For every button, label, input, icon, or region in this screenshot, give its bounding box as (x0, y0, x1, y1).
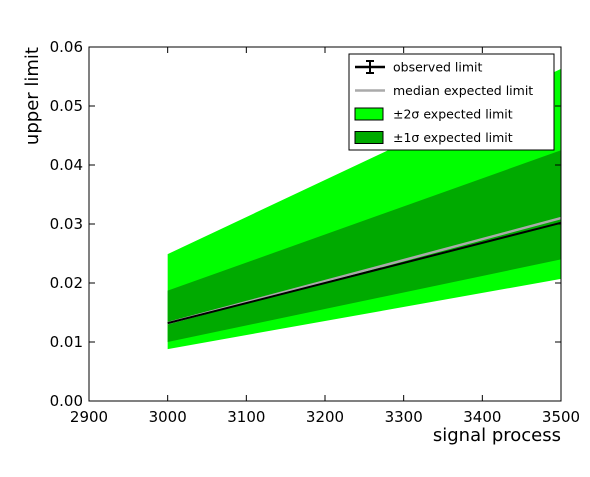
y-tick-label: 0.05 (50, 97, 83, 115)
legend-label: observed limit (393, 60, 483, 75)
legend: observed limit median expected limit ±2σ e… (349, 54, 554, 150)
y-tick-label: 0.06 (50, 38, 83, 56)
x-tick-label: 2900 (70, 408, 108, 426)
x-axis-label: signal process (433, 425, 561, 446)
y-tick-label: 0.03 (50, 215, 83, 233)
legend-label: median expected limit (393, 83, 533, 98)
legend-swatch-patch (355, 132, 383, 144)
x-tick-label: 3300 (385, 408, 423, 426)
x-tick-label: 3500 (542, 408, 580, 426)
legend-item-1-expected-limit: ±1σ expected limit (355, 130, 513, 145)
x-tick-label: 3100 (227, 408, 265, 426)
x-tick-label: 3200 (306, 408, 344, 426)
x-tick-label: 3400 (463, 408, 501, 426)
y-tick-label: 0.04 (50, 156, 83, 174)
legend-swatch-patch (355, 108, 383, 120)
y-axis-label: upper limit (22, 47, 43, 145)
legend-label: ±1σ expected limit (393, 130, 513, 145)
y-tick-label: 0.00 (50, 392, 83, 410)
legend-item-2-expected-limit: ±2σ expected limit (355, 107, 513, 122)
legend-label: ±2σ expected limit (393, 107, 513, 122)
y-tick-label: 0.02 (50, 274, 83, 292)
x-tick-label: 3000 (149, 408, 187, 426)
y-tick-label: 0.01 (50, 333, 83, 351)
